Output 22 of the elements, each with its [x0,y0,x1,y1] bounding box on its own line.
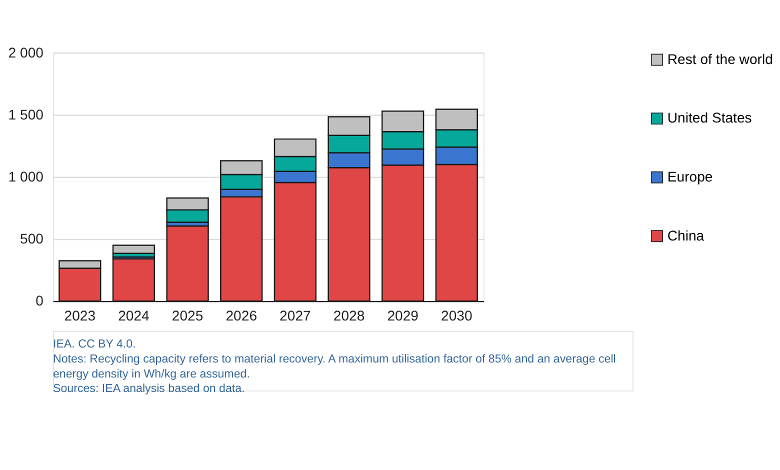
text: Notes: Recycling capacity refers to material recovery. A maximum utilisation factor of 85% and an average cell [52,353,616,366]
source-note: Sources: IEA analysis based on data. [52,383,245,396]
bar [112,244,156,254]
text: energy density in Wh/kg are assumed. [52,368,250,380]
y-tick-label: 1 000 [8,168,44,184]
x-tick-label: 2024 [118,308,150,324]
legend-label: China [667,227,704,244]
y-tick-label: 0 [36,292,44,309]
y-tick-label: 2 000 [8,44,44,60]
x-tick-label: 2028 [333,308,365,324]
legend-label: Europe [667,168,713,184]
x-tick-label: 2023 [64,308,96,324]
x-tick-label: 2026 [226,308,258,324]
legend-label: United States [667,110,752,126]
text: IEA. CC BY 4.0. [52,338,136,351]
y-tick-label: 1 500 [8,106,44,122]
legend-label: Rest of the world [667,50,773,67]
y-tick-label: 500 [20,230,44,247]
x-tick-label: 2030 [441,308,472,324]
x-tick-label: 2025 [172,308,204,324]
x-tick-label: 2029 [387,308,419,324]
x-tick-label: 2027 [280,308,312,324]
